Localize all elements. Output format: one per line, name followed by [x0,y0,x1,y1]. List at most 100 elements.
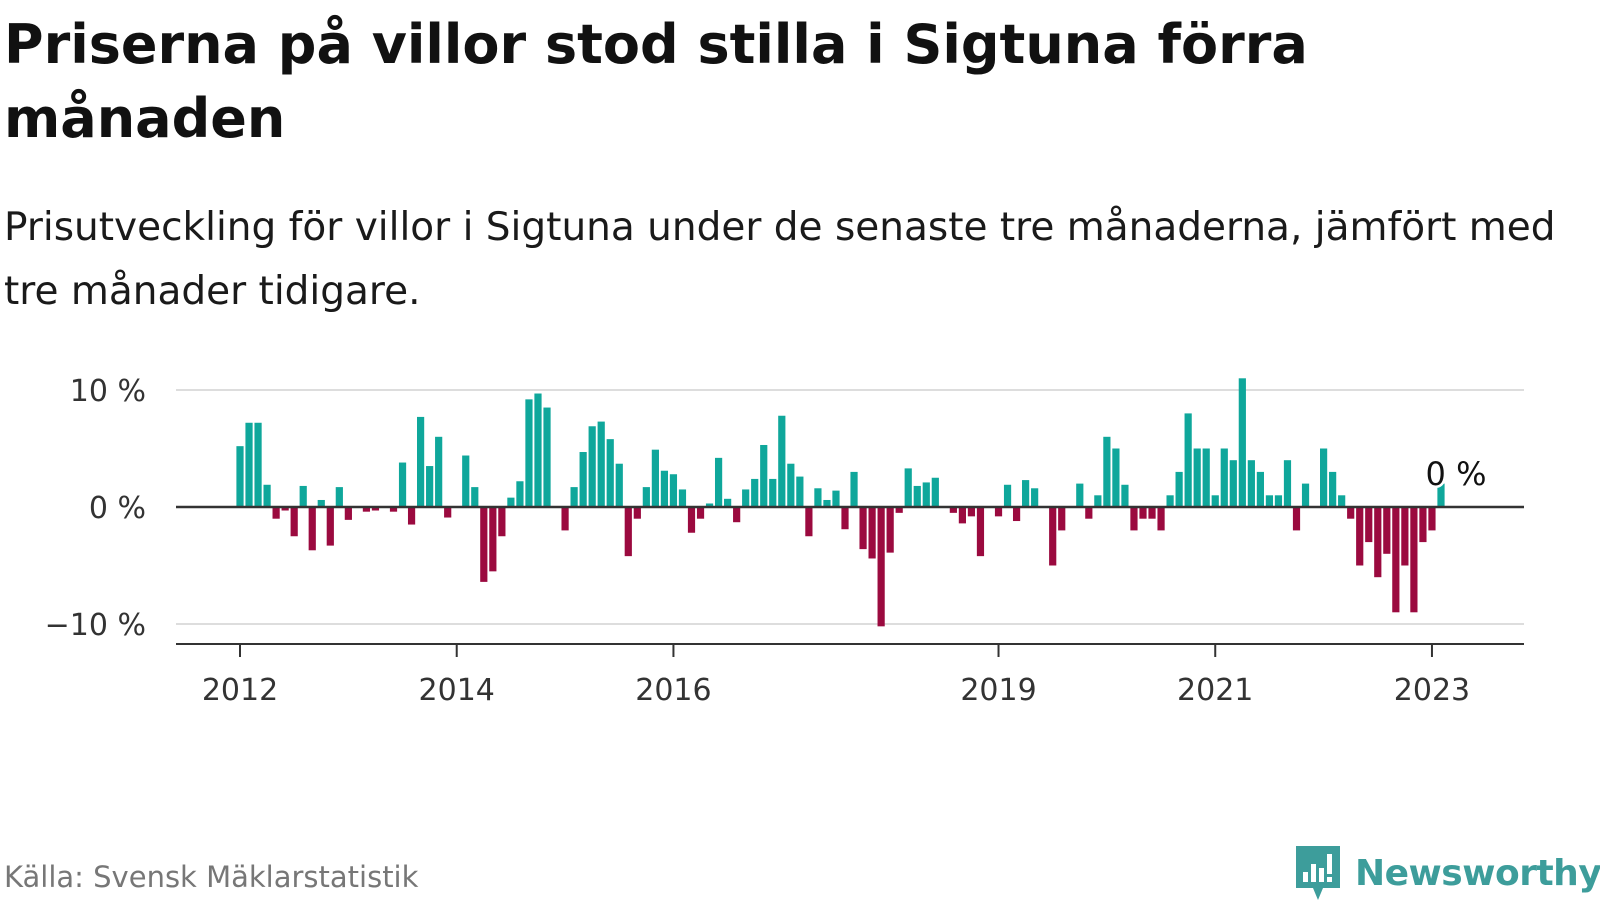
bar-negative [967,507,976,517]
bar-positive [317,499,325,507]
bar-negative [1148,507,1156,519]
grid-layer [176,389,1524,625]
bar-positive [1103,436,1111,507]
bar-positive [1175,471,1183,507]
bar-positive [579,452,587,507]
bar-negative [1347,507,1355,519]
bar-negative [561,507,569,531]
bar-negative [1365,507,1373,543]
bar-positive [615,463,623,507]
bar-negative [1383,507,1391,554]
bar-positive [1247,460,1255,507]
bar-positive [705,503,714,507]
bar-positive [525,399,533,507]
bar-positive [398,462,407,507]
bar-positive [1184,413,1192,507]
bar-positive [1193,448,1201,507]
bar-positive [263,484,271,507]
bar-positive [1076,483,1084,507]
x-tick-label: 2012 [202,673,278,708]
bar-negative [498,507,506,537]
bar-negative [733,507,741,523]
y-tick-label: 10 % [70,374,146,409]
axis-layer: 10 % 0 % −10 % 2012 2014 2016 2019 2021 2023 0 % [45,374,1524,708]
bar-positive [1338,495,1346,507]
bar-positive [1211,495,1219,507]
bar-positive [426,466,434,507]
y-tick-label: 0 % [89,491,146,526]
bar-positive [1329,471,1337,507]
bar-negative [1139,507,1147,519]
bar-negative [389,507,398,512]
bar-negative [859,507,867,550]
chart-subtitle: Prisutveckling för villor i Sigtuna unde… [4,205,1556,314]
brand-name: Newsworthy [1355,852,1600,894]
bar-negative [407,507,416,525]
bar-positive [1121,484,1129,507]
bar-negative [1049,507,1057,566]
bar-positive [1166,495,1174,507]
bar-positive [778,415,786,507]
source-text: Källa: Svensk Mäklarstatistik [4,860,419,894]
x-tick-label: 2016 [635,673,711,708]
bar-negative [1419,507,1427,543]
bar-positive [1437,483,1445,507]
bar-positive [832,490,840,507]
bar-positive [1112,448,1120,507]
bar-positive [588,426,596,507]
bar-positive [1220,448,1228,507]
bar-negative [326,507,334,546]
bar-negative [1085,507,1093,519]
bar-negative [308,507,316,551]
bar-positive [1003,484,1012,507]
bar-positive [1274,495,1283,507]
bar-negative [1401,507,1409,566]
x-tick-label: 2021 [1177,673,1253,708]
bar-positive [1256,471,1264,507]
bars-layer [236,378,1445,627]
bar-negative [1012,507,1021,522]
bar-positive [678,489,687,507]
bar-positive [724,498,732,507]
bar-positive [1202,448,1210,507]
bar-negative [633,507,641,519]
bar-positive [922,482,930,507]
bar-positive [254,422,262,507]
bar-positive [904,468,912,507]
bar-chart: 10 % 0 % −10 % 2012 2014 2016 2019 2021 2023 0 % [45,374,1524,708]
bar-negative [1058,507,1066,531]
bar-positive [236,446,244,507]
bar-positive [931,477,939,507]
bar-positive [823,499,831,507]
bar-negative [687,507,696,533]
bar-positive [417,416,425,507]
bar-negative [805,507,813,537]
bar-negative [696,507,705,519]
bar-negative [281,507,289,511]
bar-positive [299,485,307,507]
bar-positive [606,439,614,507]
bar-positive [814,488,822,507]
bar-negative [344,507,352,520]
bar-positive [597,421,605,507]
brand-logo[interactable]: Newsworthy [1293,843,1600,903]
bar-positive [669,474,678,507]
bar-positive [335,487,343,507]
x-tick-label: 2019 [960,673,1036,708]
latest-value-annotation: 0 % [1426,455,1487,493]
bar-negative [1410,507,1418,613]
bar-positive [534,393,542,507]
x-tick-label: 2023 [1394,673,1470,708]
bar-positive [651,449,659,507]
bar-negative [624,507,632,557]
bar-positive [462,455,470,507]
bar-negative [290,507,298,537]
bar-negative [1374,507,1382,578]
bar-negative [895,507,903,513]
bar-negative [362,507,371,512]
bar-positive [660,470,669,507]
bar-negative [1157,507,1165,531]
bar-negative [1130,507,1138,531]
bar-negative [877,507,885,627]
bar-positive [1229,460,1237,507]
